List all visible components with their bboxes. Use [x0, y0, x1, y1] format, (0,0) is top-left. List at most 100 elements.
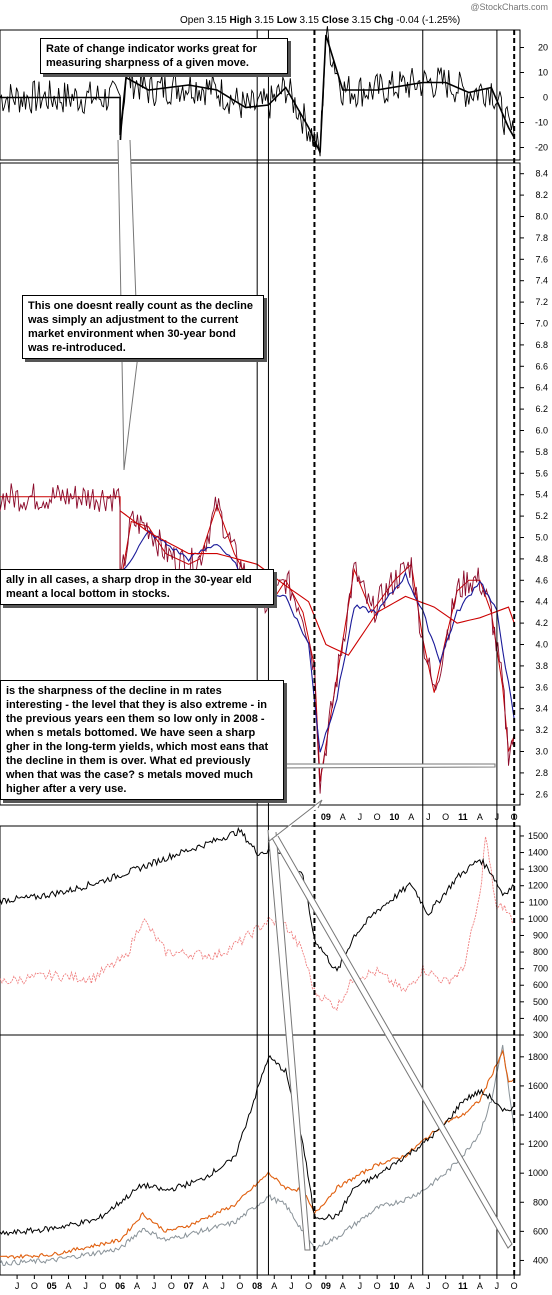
x-tick-label-26: 11 — [458, 1281, 468, 1291]
yield-tick-label-24: 3.6 — [535, 682, 548, 692]
low-value: 3.15 — [299, 15, 319, 26]
x-tick-label-25: O — [442, 1281, 449, 1291]
yield-tick-label-25: 3.4 — [535, 704, 548, 714]
x-tick-label-19: A — [340, 1281, 346, 1291]
stocks-tick-label-9: 600 — [533, 980, 548, 990]
x-tick-label-21: O — [374, 1281, 381, 1291]
gold-line — [0, 1049, 515, 1260]
yield-tick-label-29: 2.6 — [535, 789, 548, 799]
roc-tick-label-2: 0 — [543, 93, 548, 103]
x-tick-label-27: A — [477, 1281, 483, 1291]
x-tick-label-3: A — [66, 1281, 72, 1291]
stocks-tick-label-7: 800 — [533, 947, 548, 957]
mid-x-tick-label-0: 09 — [321, 812, 331, 822]
yield-tick-label-21: 4.2 — [535, 618, 548, 628]
x-tick-label-8: J — [152, 1281, 157, 1291]
roc-tick-label-4: -20 — [535, 143, 548, 153]
yield-tick-label-0: 8.4 — [535, 169, 548, 179]
yield-tick-label-6: 7.2 — [535, 297, 548, 307]
roc-tick-label-3: -10 — [535, 118, 548, 128]
mid-x-tick-label-6: J — [426, 812, 431, 822]
stocks-tick-label-6: 900 — [533, 930, 548, 940]
pointer-metals-bottom — [267, 829, 311, 1251]
x-tick-label-0: J — [15, 1281, 20, 1291]
metals-tick-label-4: 1000 — [528, 1168, 548, 1178]
stocks-tick-label-5: 1000 — [528, 914, 548, 924]
yield-tick-label-9: 6.6 — [535, 361, 548, 371]
metals-tick-label-2: 1400 — [528, 1110, 548, 1120]
mid-x-tick-label-3: O — [374, 812, 381, 822]
yield-tick-label-10: 6.4 — [535, 383, 548, 393]
chg-value: -0.04 (-1.25%) — [396, 15, 461, 26]
yield-tick-label-20: 4.4 — [535, 597, 548, 607]
chg-label: Chg — [374, 15, 394, 26]
pointer-2008 — [267, 799, 323, 843]
yield-tick-label-15: 5.4 — [535, 490, 548, 500]
x-tick-label-15: A — [271, 1281, 277, 1291]
open-label: Open — [180, 15, 205, 26]
x-tick-label-22: 10 — [389, 1281, 399, 1291]
x-tick-label-2: 05 — [47, 1281, 57, 1291]
metals-tick-label-7: 400 — [533, 1255, 548, 1265]
panel-frame-roc — [0, 29, 521, 161]
x-tick-label-1: O — [31, 1281, 38, 1291]
mid-x-tick-label-7: O — [442, 812, 449, 822]
x-tick-label-13: O — [236, 1281, 243, 1291]
x-tick-label-28: J — [495, 1281, 500, 1291]
roc-tick-label-1: 10 — [538, 68, 548, 78]
metals-tick-label-6: 600 — [533, 1226, 548, 1236]
yield-tick-label-4: 7.6 — [535, 254, 548, 264]
price-readout: Open 3.15 High 3.15 Low 3.15 Close 3.15 … — [180, 15, 460, 26]
pointer-metals-recent — [271, 835, 513, 1249]
mid-x-tick-label-5: A — [408, 812, 414, 822]
stocks-tick-label-12: 300 — [533, 1030, 548, 1040]
yield-tick-label-16: 5.2 — [535, 511, 548, 521]
annotation-sharpness: is the sharpness of the decline in m rat… — [0, 680, 284, 800]
mid-x-tick-label-9: A — [477, 812, 483, 822]
stocks-tick-label-4: 1100 — [529, 897, 548, 907]
yield-tick-label-2: 8.0 — [535, 212, 548, 222]
yield-tick-label-19: 4.6 — [535, 575, 548, 585]
yield-tick-label-1: 8.2 — [535, 190, 548, 200]
annotation-reintroduced: This one doesnt really count as the decl… — [22, 295, 264, 359]
yield-tick-label-17: 5.0 — [535, 533, 548, 543]
low-label: Low — [276, 15, 297, 26]
roc-flat-line — [0, 34, 515, 153]
yield-tick-label-13: 5.8 — [535, 447, 548, 457]
x-tick-label-23: A — [408, 1281, 414, 1291]
high-label: High — [229, 15, 252, 26]
yield-tick-label-14: 5.6 — [535, 468, 548, 478]
stocks-line — [0, 826, 515, 972]
metals-tick-label-3: 1200 — [528, 1139, 548, 1149]
yield-slow-ma — [119, 510, 515, 656]
chart-credit: @StockCharts.com — [470, 2, 548, 12]
ratio-line — [0, 836, 515, 1011]
yield-tick-label-23: 3.8 — [535, 661, 548, 671]
pointer-level — [269, 763, 496, 769]
yield-tick-label-11: 6.2 — [535, 404, 548, 414]
yield-fast-ma — [119, 530, 515, 753]
roc-tick-label-0: 20 — [538, 43, 548, 53]
mid-x-tick-label-2: J — [358, 812, 363, 822]
x-tick-label-12: J — [220, 1281, 225, 1291]
panel-frame-metals — [0, 1034, 521, 1276]
x-tick-label-6: 06 — [115, 1281, 125, 1291]
high-value: 3.15 — [254, 15, 274, 26]
metals-tick-label-5: 800 — [533, 1197, 548, 1207]
x-tick-label-20: J — [358, 1281, 363, 1291]
panel-frame-yield — [0, 162, 521, 806]
annotation-roc: Rate of change indicator works great for… — [40, 38, 288, 74]
x-tick-label-24: J — [426, 1281, 431, 1291]
yield-tick-label-28: 2.8 — [535, 768, 548, 778]
roc-line — [0, 26, 515, 157]
metals-index-line — [0, 1054, 515, 1237]
mid-x-tick-label-10: J — [495, 812, 500, 822]
yield-tick-label-3: 7.8 — [535, 233, 548, 243]
yield-tick-label-27: 3.0 — [535, 747, 548, 757]
yield-tick-label-22: 4.0 — [535, 640, 548, 650]
yield-tick-label-26: 3.2 — [535, 725, 548, 735]
x-tick-label-29: O — [511, 1281, 518, 1291]
yield-tick-label-12: 6.0 — [535, 426, 548, 436]
close-label: Close — [321, 15, 350, 26]
